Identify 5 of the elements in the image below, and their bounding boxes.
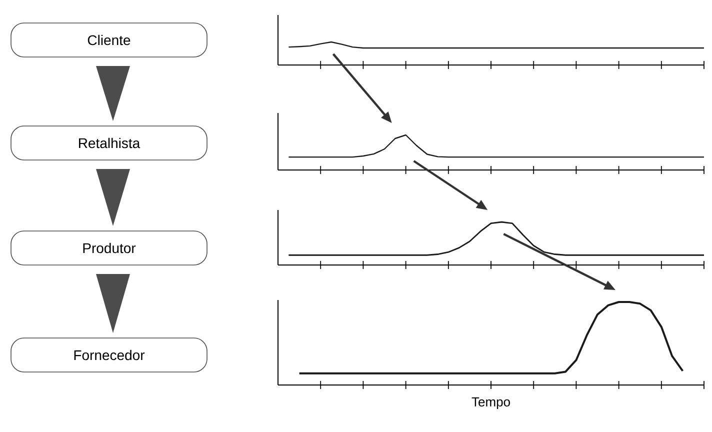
x-axis-title: Tempo xyxy=(472,397,510,410)
y-axis-title: Fornecedor xyxy=(74,350,145,360)
y-axis-title: Cliente xyxy=(88,34,130,46)
y-axis-title: Produtor xyxy=(83,242,136,254)
y-axis-title: Retalhista xyxy=(79,138,140,148)
